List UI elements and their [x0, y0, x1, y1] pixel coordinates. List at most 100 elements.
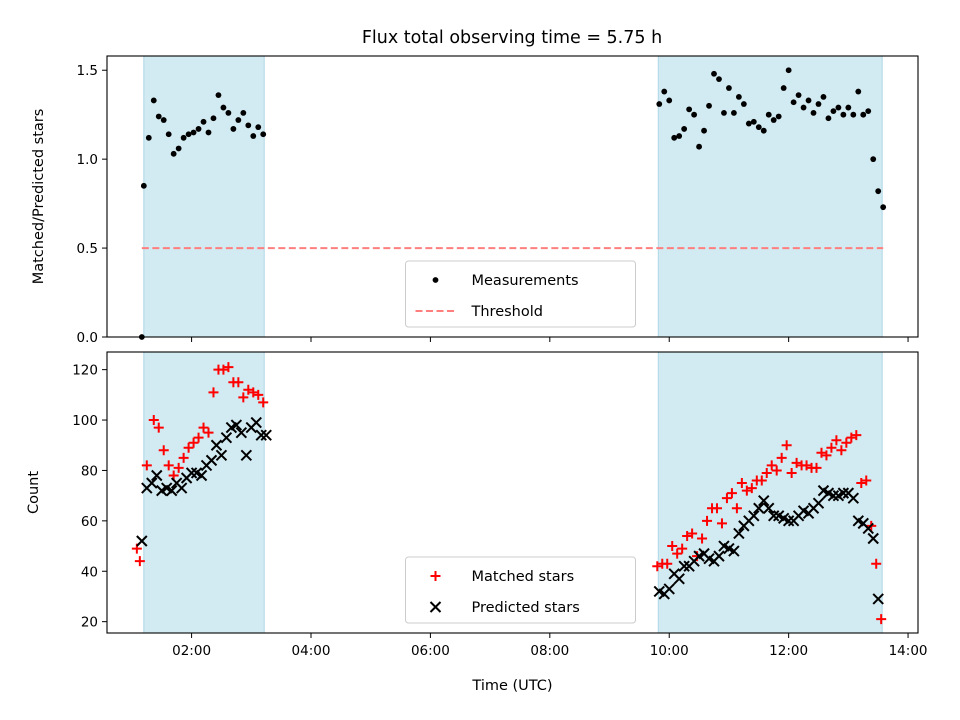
data-point [687, 528, 698, 539]
x-tick-label: 02:00 [172, 643, 211, 659]
series-measurements [138, 67, 887, 340]
data-point [880, 204, 887, 211]
data-point [190, 129, 197, 136]
data-point [656, 101, 663, 107]
data-point [781, 440, 792, 451]
data-point [215, 449, 228, 462]
data-point [255, 429, 267, 441]
legend-marker-plus [430, 571, 441, 581]
data-point [170, 150, 177, 157]
data-point [686, 106, 693, 113]
data-point [663, 583, 675, 595]
data-point [235, 426, 248, 439]
data-point [134, 556, 145, 567]
data-point [146, 477, 158, 489]
data-point [258, 397, 269, 408]
data-point [250, 416, 262, 429]
legend-label: Measurements [472, 273, 579, 289]
data-point [203, 427, 214, 438]
data-point [667, 541, 678, 552]
data-point [210, 439, 223, 451]
data-point [140, 182, 147, 189]
data-point [141, 460, 152, 471]
data-point [180, 134, 187, 141]
y-axis-label: Matched/Predicted stars [31, 109, 47, 285]
data-point [175, 145, 182, 152]
legend-label: Predicted stars [472, 600, 580, 616]
data-point [731, 110, 737, 116]
data-point [215, 92, 222, 99]
data-point [870, 156, 877, 163]
data-point [736, 478, 747, 489]
data-point [702, 515, 713, 526]
y-tick-label: 80 [81, 463, 98, 479]
data-point [716, 518, 727, 529]
x-tick-label: 10:00 [650, 643, 689, 659]
data-point [845, 104, 852, 111]
data-point [820, 94, 827, 100]
data-point [165, 131, 172, 138]
data-point [763, 502, 775, 514]
data-point [151, 469, 163, 482]
series-matched-stars [131, 362, 887, 625]
data-point [225, 110, 232, 116]
data-point [677, 543, 688, 554]
data-point [183, 442, 194, 453]
data-point [671, 134, 678, 141]
data-point [865, 108, 872, 115]
y-tick-label: 20 [81, 615, 98, 631]
data-point [672, 548, 683, 559]
y-tick-label: 0.0 [77, 330, 98, 346]
data-point [255, 124, 262, 131]
chart-title: Flux total observing time = 5.75 h [362, 28, 662, 48]
data-point [850, 111, 857, 118]
data-point [200, 118, 207, 125]
data-point [745, 120, 752, 127]
data-point [235, 117, 242, 123]
data-point [871, 558, 882, 569]
data-point [750, 118, 757, 125]
data-point [841, 437, 852, 448]
data-point [726, 488, 737, 499]
data-point [771, 465, 782, 476]
data-point [260, 429, 272, 441]
data-point [220, 431, 233, 444]
data-point [205, 129, 212, 136]
data-point [245, 122, 252, 129]
data-point [831, 435, 842, 446]
x-tick-label: 04:00 [292, 643, 331, 659]
observing-window-band [143, 55, 265, 338]
data-point [250, 133, 257, 139]
data-point [766, 460, 777, 471]
data-point [661, 88, 668, 95]
data-point [728, 545, 740, 557]
data-point [786, 467, 797, 478]
top-panel-ratio: 0.0 0.5 1.0 1.5 Matched/Predicted stars Measu… [31, 55, 919, 346]
data-point [746, 483, 757, 494]
data-point [780, 85, 787, 91]
data-point [701, 127, 707, 134]
axes-frame [106, 351, 919, 634]
data-point [696, 143, 702, 150]
data-point [193, 432, 204, 443]
data-point [148, 415, 159, 426]
data-point [691, 111, 698, 118]
data-point [768, 510, 780, 522]
data-point [760, 127, 767, 134]
data-point [153, 422, 164, 433]
y-axis-label: Count [26, 471, 42, 514]
data-point [165, 484, 178, 497]
data-point [223, 362, 234, 373]
legend-box [405, 556, 636, 624]
data-point [785, 67, 792, 74]
data-point [825, 115, 832, 122]
data-point [837, 487, 850, 499]
data-point [208, 387, 219, 398]
data-point [163, 460, 174, 471]
data-point [238, 392, 249, 403]
legend-label: Matched stars [472, 569, 575, 585]
data-point [861, 475, 872, 486]
data-point [753, 502, 765, 514]
data-point [721, 110, 727, 116]
